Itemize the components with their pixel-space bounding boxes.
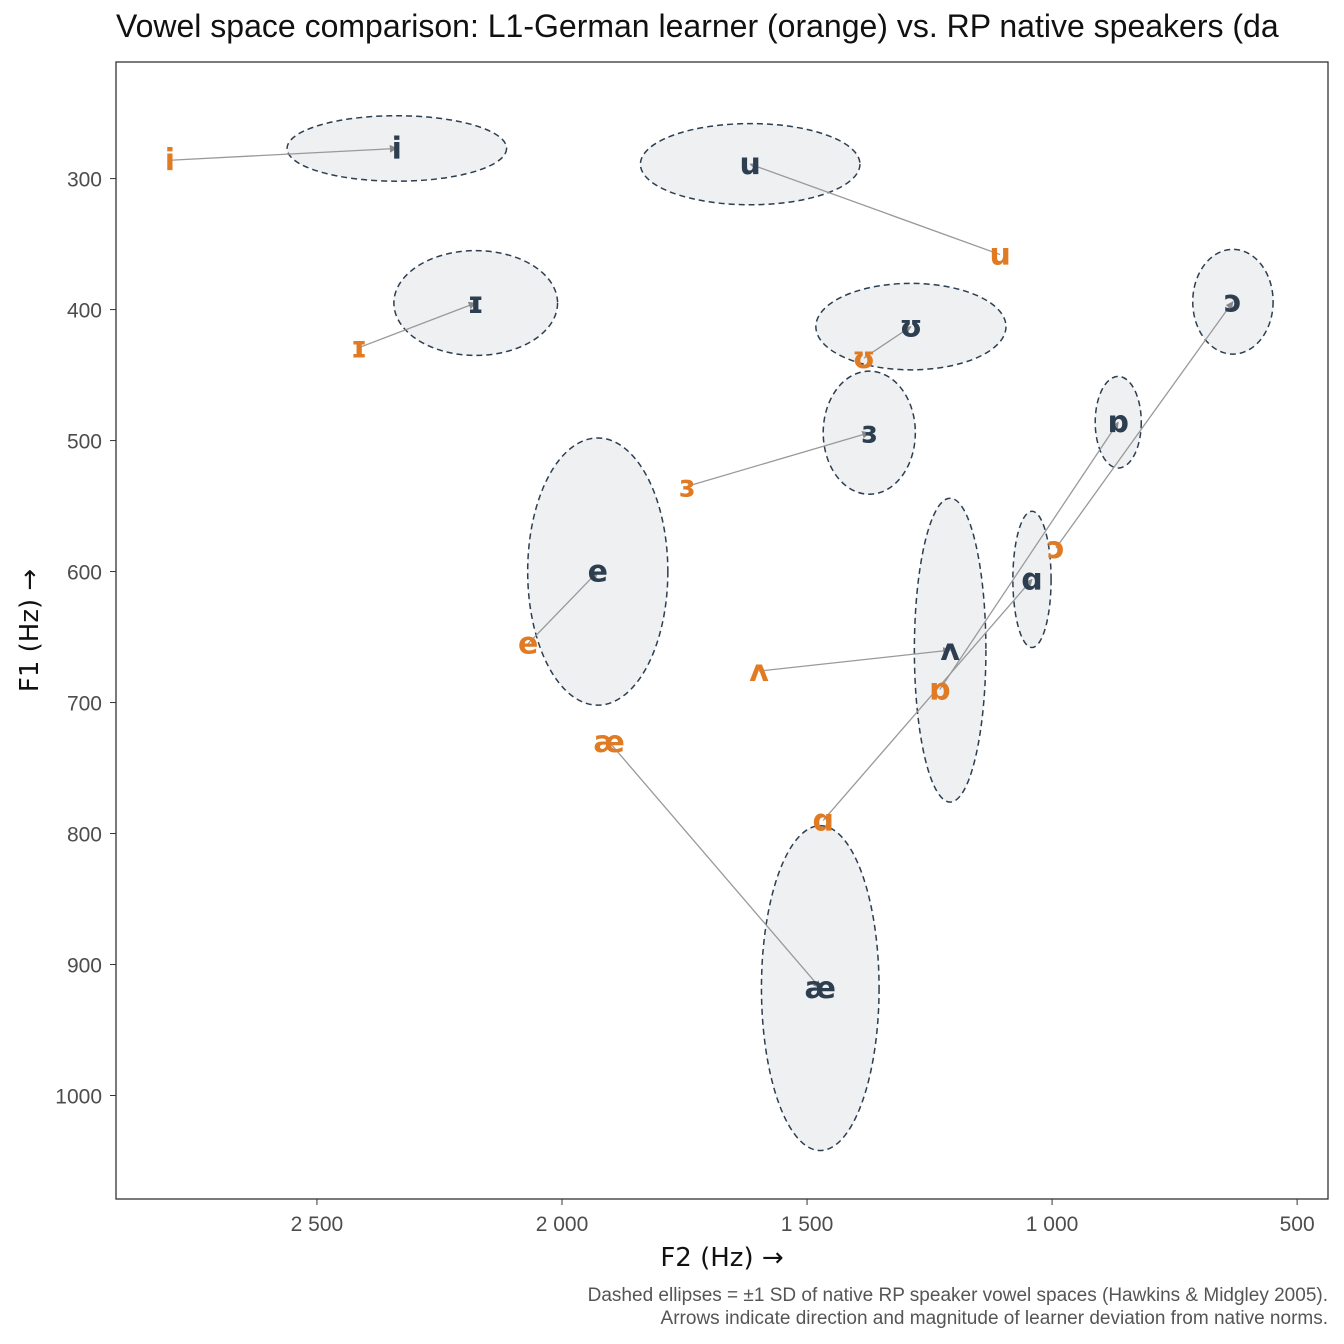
deviation-arrow-7	[527, 570, 599, 645]
y-tick-label: 500	[67, 431, 102, 454]
plot-border	[115, 61, 1329, 1200]
learner-vowel-label: ʌ	[749, 654, 769, 689]
deviation-arrow-8	[822, 578, 1033, 821]
native-vowel-label: ʌ	[940, 633, 960, 668]
learner-vowel-label: ɑ	[812, 803, 833, 838]
native-vowel-label: ʊ	[899, 310, 922, 345]
native-vowel-label: ɒ	[1107, 405, 1128, 440]
y-tick-label: 600	[67, 562, 102, 585]
deviation-arrow-3	[863, 326, 912, 359]
y-axis-label: F1 (Hz) →	[15, 569, 45, 692]
native-vowel-label: ɑ	[1021, 562, 1042, 597]
deviation-arrow-10	[608, 741, 821, 989]
caption-line-1: Dashed ellipses = ±1 SD of native RP spe…	[587, 1285, 1328, 1306]
learner-vowel-label: ɔ	[1047, 531, 1065, 566]
native-vowel-label: ɔ	[1224, 285, 1242, 320]
native-vowel-label: e	[588, 555, 608, 590]
deviation-arrow-1	[749, 162, 1001, 256]
deviation-arrow-5	[686, 430, 871, 488]
chart-title: Vowel space comparison: L1-German learne…	[116, 8, 1279, 44]
learner-vowel-label: ɒ	[929, 672, 950, 707]
native-vowel-label: æ	[805, 971, 836, 1006]
x-tick-label: 500	[1280, 1213, 1315, 1236]
x-tick-label: 1 000	[1026, 1213, 1079, 1236]
deviation-arrow-0	[169, 144, 398, 161]
x-axis-label: F2 (Hz) →	[660, 1243, 783, 1273]
native-vowel-label: i	[392, 131, 402, 166]
y-tick-label: 400	[67, 300, 102, 323]
native-vowel-label: u	[740, 147, 761, 182]
learner-vowel-label: æ	[593, 725, 624, 760]
y-tick-label: 300	[67, 169, 102, 192]
learner-vowel-label: ɪ	[351, 331, 367, 366]
native-vowel-label: ɪ	[468, 286, 484, 321]
deviation-arrow-6	[939, 421, 1119, 690]
learner-vowel-label: u	[989, 238, 1010, 273]
learner-vowel-label: ɜ	[679, 469, 695, 504]
x-tick-label: 1 500	[781, 1213, 834, 1236]
learner-vowel-label: e	[518, 627, 538, 662]
y-tick-label: 900	[67, 955, 102, 978]
y-tick-label: 700	[67, 693, 102, 716]
x-tick-label: 2 500	[291, 1213, 344, 1236]
learner-vowel-label: i	[165, 143, 175, 178]
caption-line-2: Arrows indicate direction and magnitude …	[660, 1308, 1328, 1329]
y-tick-label: 1000	[55, 1086, 102, 1109]
learner-vowel-label: ʊ	[852, 341, 875, 376]
native-vowel-label: ɜ	[861, 416, 877, 451]
x-tick-label: 2 000	[536, 1213, 589, 1236]
deviation-arrow-4	[1055, 301, 1234, 549]
y-tick-label: 800	[67, 824, 102, 847]
deviation-arrow-9	[758, 647, 951, 672]
deviation-arrow-2	[358, 301, 477, 349]
